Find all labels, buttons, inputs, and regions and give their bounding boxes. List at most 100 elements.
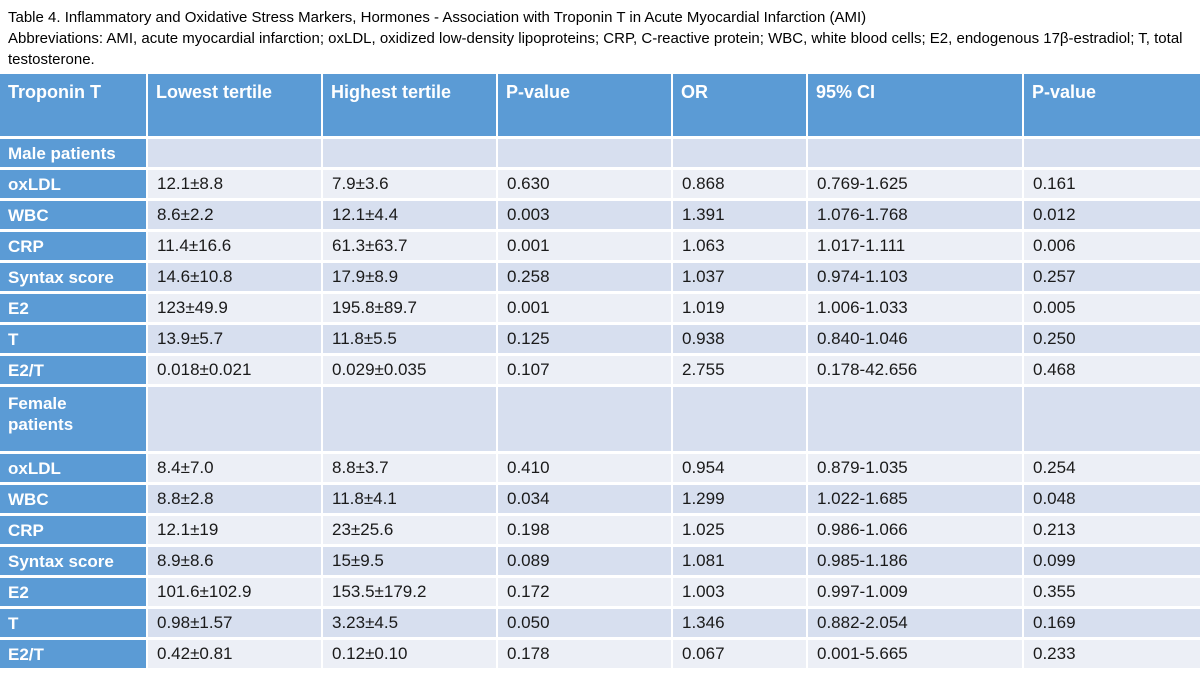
cell-or: 1.019 bbox=[673, 294, 806, 322]
cell-or: 1.025 bbox=[673, 516, 806, 544]
cell-ci: 0.974-1.103 bbox=[808, 263, 1022, 291]
row-label: Syntax score bbox=[0, 263, 146, 291]
cell-p2: 0.005 bbox=[1024, 294, 1200, 322]
cell-ci: 0.840-1.046 bbox=[808, 325, 1022, 353]
cell-highest: 3.23±4.5 bbox=[323, 609, 496, 637]
cell-ci: 1.076-1.768 bbox=[808, 201, 1022, 229]
cell-highest: 12.1±4.4 bbox=[323, 201, 496, 229]
cell-highest: 8.8±3.7 bbox=[323, 454, 496, 482]
column-header-p-value-2: P-value bbox=[1024, 74, 1200, 136]
cell-p1: 0.003 bbox=[498, 201, 671, 229]
cell-or: 0.868 bbox=[673, 170, 806, 198]
cell-highest: 23±25.6 bbox=[323, 516, 496, 544]
row-label: E2/T bbox=[0, 356, 146, 384]
row-label: E2 bbox=[0, 578, 146, 606]
cell-ci: 0.769-1.625 bbox=[808, 170, 1022, 198]
cell-ci: 0.997-1.009 bbox=[808, 578, 1022, 606]
empty-cell bbox=[673, 139, 806, 167]
cell-highest: 61.3±63.7 bbox=[323, 232, 496, 260]
empty-cell bbox=[148, 139, 321, 167]
cell-p2: 0.006 bbox=[1024, 232, 1200, 260]
cell-lowest: 8.9±8.6 bbox=[148, 547, 321, 575]
row-label: CRP bbox=[0, 232, 146, 260]
cell-p1: 0.050 bbox=[498, 609, 671, 637]
table-title: Table 4. Inflammatory and Oxidative Stre… bbox=[8, 9, 867, 26]
empty-cell bbox=[808, 139, 1022, 167]
cell-p1: 0.198 bbox=[498, 516, 671, 544]
empty-cell bbox=[323, 139, 496, 167]
cell-lowest: 12.1±8.8 bbox=[148, 170, 321, 198]
cell-ci: 0.882-2.054 bbox=[808, 609, 1022, 637]
column-header-troponin-t: Troponin T bbox=[0, 74, 146, 136]
cell-highest: 11.8±5.5 bbox=[323, 325, 496, 353]
cell-lowest: 8.6±2.2 bbox=[148, 201, 321, 229]
section-label: Female patients bbox=[0, 387, 146, 451]
row-label: WBC bbox=[0, 485, 146, 513]
cell-or: 2.755 bbox=[673, 356, 806, 384]
column-header-highest-tertile: Highest tertile bbox=[323, 74, 496, 136]
cell-highest: 0.12±0.10 bbox=[323, 640, 496, 668]
section-label: Male patients bbox=[0, 139, 146, 167]
row-label: oxLDL bbox=[0, 454, 146, 482]
cell-p2: 0.233 bbox=[1024, 640, 1200, 668]
column-header-lowest-tertile: Lowest tertile bbox=[148, 74, 321, 136]
cell-ci: 0.001-5.665 bbox=[808, 640, 1022, 668]
cell-ci: 1.006-1.033 bbox=[808, 294, 1022, 322]
cell-p2: 0.213 bbox=[1024, 516, 1200, 544]
row-label: WBC bbox=[0, 201, 146, 229]
cell-ci: 1.017-1.111 bbox=[808, 232, 1022, 260]
cell-lowest: 123±49.9 bbox=[148, 294, 321, 322]
cell-lowest: 0.98±1.57 bbox=[148, 609, 321, 637]
cell-or: 1.299 bbox=[673, 485, 806, 513]
cell-ci: 0.178-42.656 bbox=[808, 356, 1022, 384]
empty-cell bbox=[498, 387, 671, 451]
table-caption: Table 4. Inflammatory and Oxidative Stre… bbox=[0, 0, 1200, 74]
cell-p1: 0.410 bbox=[498, 454, 671, 482]
cell-or: 1.081 bbox=[673, 547, 806, 575]
cell-p2: 0.257 bbox=[1024, 263, 1200, 291]
cell-lowest: 11.4±16.6 bbox=[148, 232, 321, 260]
cell-p1: 0.630 bbox=[498, 170, 671, 198]
cell-p1: 0.001 bbox=[498, 294, 671, 322]
cell-highest: 7.9±3.6 bbox=[323, 170, 496, 198]
cell-or: 1.037 bbox=[673, 263, 806, 291]
data-table: Troponin T Lowest tertile Highest tertil… bbox=[0, 74, 1200, 668]
cell-ci: 0.879-1.035 bbox=[808, 454, 1022, 482]
cell-p1: 0.125 bbox=[498, 325, 671, 353]
column-header-95-ci: 95% CI bbox=[808, 74, 1022, 136]
cell-highest: 153.5±179.2 bbox=[323, 578, 496, 606]
cell-p2: 0.048 bbox=[1024, 485, 1200, 513]
cell-p2: 0.161 bbox=[1024, 170, 1200, 198]
empty-cell bbox=[808, 387, 1022, 451]
table-abbreviations: Abbreviations: AMI, acute myocardial inf… bbox=[8, 30, 1183, 68]
row-label: T bbox=[0, 325, 146, 353]
row-label: Syntax score bbox=[0, 547, 146, 575]
cell-p2: 0.250 bbox=[1024, 325, 1200, 353]
cell-highest: 11.8±4.1 bbox=[323, 485, 496, 513]
column-header-p-value-1: P-value bbox=[498, 74, 671, 136]
empty-cell bbox=[673, 387, 806, 451]
cell-p1: 0.034 bbox=[498, 485, 671, 513]
cell-p1: 0.001 bbox=[498, 232, 671, 260]
empty-cell bbox=[498, 139, 671, 167]
cell-p1: 0.258 bbox=[498, 263, 671, 291]
row-label: CRP bbox=[0, 516, 146, 544]
cell-highest: 195.8±89.7 bbox=[323, 294, 496, 322]
cell-p2: 0.012 bbox=[1024, 201, 1200, 229]
cell-highest: 17.9±8.9 bbox=[323, 263, 496, 291]
cell-p2: 0.254 bbox=[1024, 454, 1200, 482]
cell-ci: 0.985-1.186 bbox=[808, 547, 1022, 575]
cell-p1: 0.107 bbox=[498, 356, 671, 384]
cell-p2: 0.468 bbox=[1024, 356, 1200, 384]
cell-p1: 0.089 bbox=[498, 547, 671, 575]
cell-or: 1.391 bbox=[673, 201, 806, 229]
cell-lowest: 8.8±2.8 bbox=[148, 485, 321, 513]
cell-p2: 0.099 bbox=[1024, 547, 1200, 575]
cell-lowest: 101.6±102.9 bbox=[148, 578, 321, 606]
empty-cell bbox=[1024, 387, 1200, 451]
cell-p1: 0.172 bbox=[498, 578, 671, 606]
cell-ci: 0.986-1.066 bbox=[808, 516, 1022, 544]
cell-lowest: 8.4±7.0 bbox=[148, 454, 321, 482]
cell-p1: 0.178 bbox=[498, 640, 671, 668]
cell-p2: 0.355 bbox=[1024, 578, 1200, 606]
